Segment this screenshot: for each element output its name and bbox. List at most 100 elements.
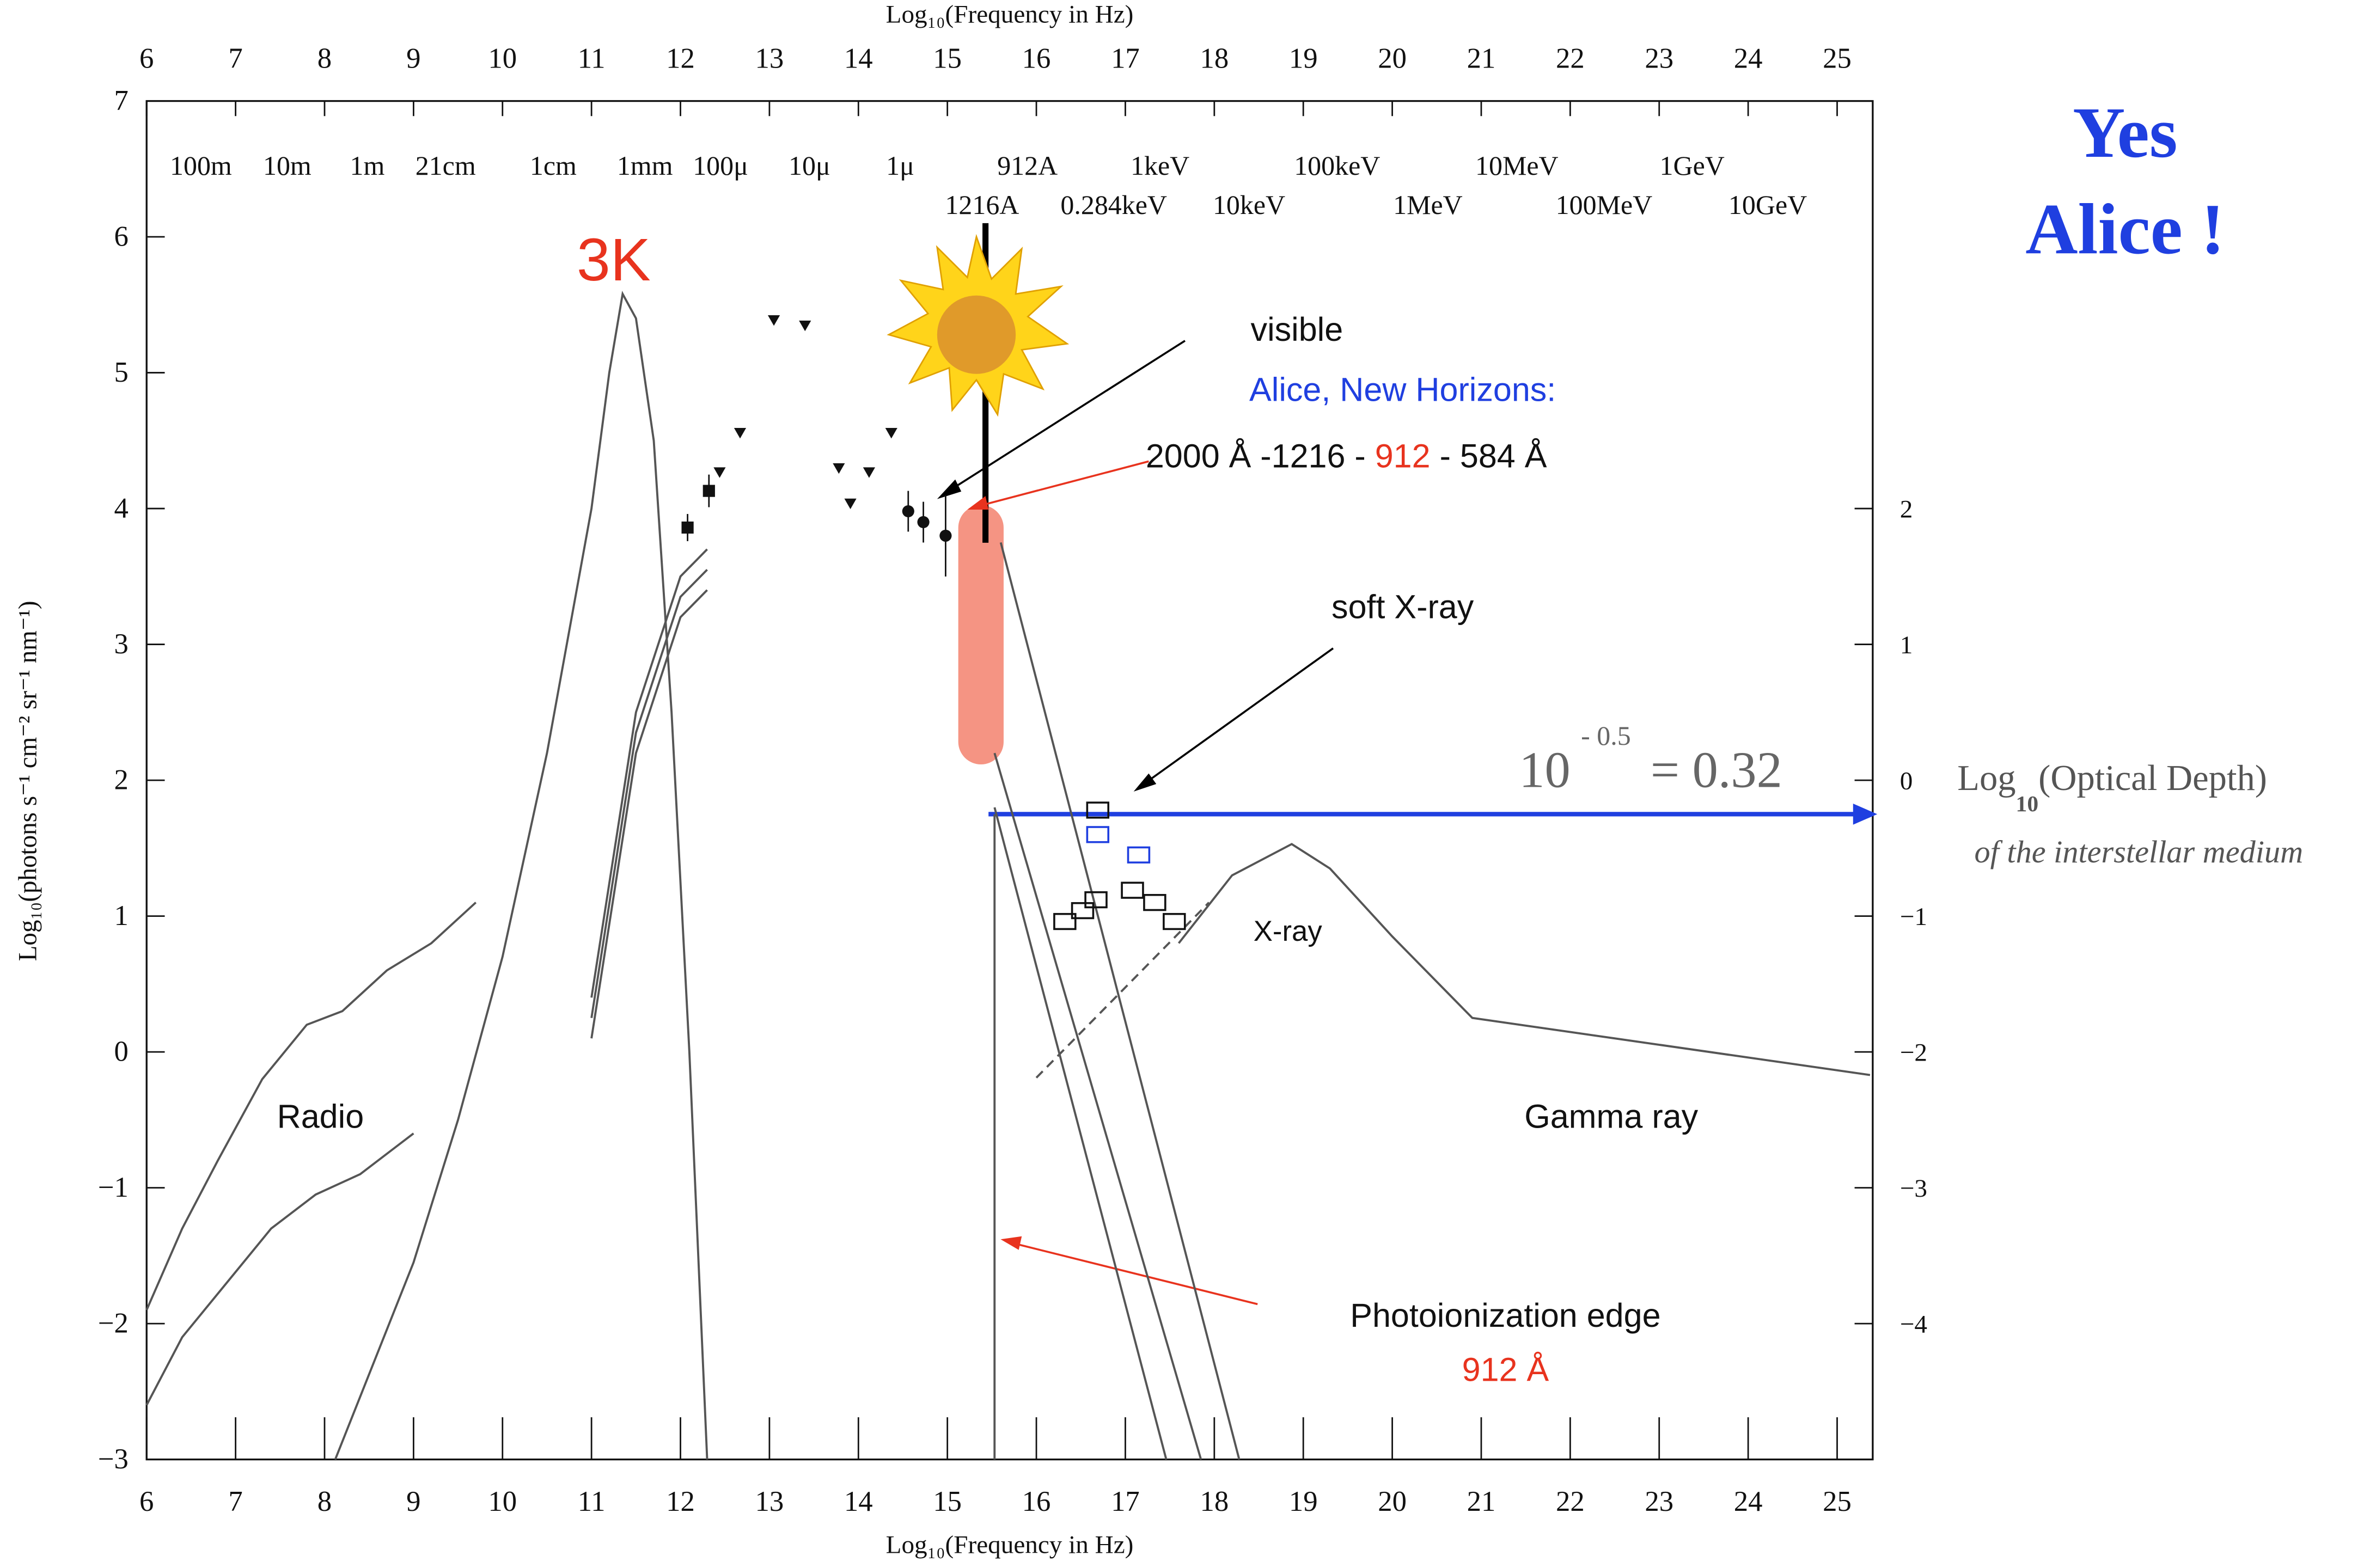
y2-tick-label: −2 <box>1900 1039 1927 1067</box>
x-tick-label: 19 <box>1289 1486 1318 1517</box>
chart: Log₁₀(Frequency in Hz) Log₁₀(Frequency i… <box>0 0 2370 1568</box>
x-tick-label-top: 19 <box>1289 43 1318 75</box>
energy-label: 0.284keV <box>1060 190 1167 220</box>
marker <box>863 467 875 477</box>
x-tick-label: 22 <box>1556 1486 1585 1517</box>
energy-label: 10keV <box>1213 190 1285 220</box>
x-tick-label-top: 17 <box>1111 43 1140 75</box>
x-tick-label: 6 <box>139 1486 154 1517</box>
x-tick-label-top: 11 <box>578 43 606 75</box>
x-tick-label: 9 <box>406 1486 420 1517</box>
energy-label: 1GeV <box>1660 151 1725 181</box>
y2-tick-label: 1 <box>1900 631 1913 659</box>
y2-tick-label: −3 <box>1900 1174 1927 1203</box>
annotation-part: 912 <box>1375 438 1431 475</box>
series-line <box>994 753 1201 1459</box>
arrowhead <box>937 480 961 499</box>
x-tick-label: 15 <box>933 1486 962 1517</box>
marker <box>734 428 746 438</box>
marker <box>713 467 725 477</box>
marker <box>885 428 897 438</box>
x-tick-label-top: 25 <box>1823 43 1852 75</box>
x-tick-label-top: 18 <box>1200 43 1229 75</box>
energy-label: 1216A <box>945 190 1019 220</box>
x-tick-label: 7 <box>228 1486 242 1517</box>
highlight <box>958 505 1004 764</box>
x-tick-label-top: 7 <box>228 43 242 75</box>
y2-tick-label: −4 <box>1900 1310 1927 1339</box>
x-tick-label: 18 <box>1200 1486 1229 1517</box>
energy-label: 1keV <box>1131 151 1189 181</box>
x-tick-label-top: 8 <box>317 43 332 75</box>
y2-axis-subtitle: of the interstellar medium <box>1975 834 2304 869</box>
x-tick-label: 10 <box>488 1486 517 1517</box>
y-tick-label: 7 <box>114 85 129 117</box>
x-tick-label-top: 9 <box>406 43 420 75</box>
x-tick-label: 23 <box>1645 1486 1673 1517</box>
marker <box>902 505 914 517</box>
y-tick-label: 4 <box>114 493 129 524</box>
annotation: 3K <box>577 226 651 293</box>
annotation: soft X-ray <box>1331 588 1474 625</box>
energy-label: 1MeV <box>1393 190 1463 220</box>
marker <box>844 499 856 509</box>
energy-label: 100keV <box>1294 151 1380 181</box>
annotation: = 0.32 <box>1651 742 1782 799</box>
x-tick-label: 11 <box>578 1486 606 1517</box>
x-tick-label-top: 16 <box>1022 43 1051 75</box>
y-axis-title: Log₁₀(photons s⁻¹ cm⁻² sr⁻¹ nm⁻¹) <box>14 601 42 961</box>
energy-label: 10MeV <box>1475 151 1559 181</box>
x-tick-label-top: 12 <box>666 43 695 75</box>
x-tick-label: 12 <box>666 1486 695 1517</box>
y-tick-label: 0 <box>114 1036 129 1068</box>
marker <box>917 516 929 528</box>
x-axis-title: Log₁₀(Frequency in Hz) <box>886 1530 1134 1559</box>
arrowhead <box>1000 1236 1022 1250</box>
energy-label: 21cm <box>416 151 476 181</box>
annotation-part: 2000 Å -1216 - <box>1146 438 1366 475</box>
marker <box>939 530 951 542</box>
x-tick-label-top: 20 <box>1378 43 1407 75</box>
x-tick-label-top: 22 <box>1556 43 1585 75</box>
annotation: visible <box>1251 311 1343 348</box>
energy-label: 100m <box>170 151 232 181</box>
title-part: (Optical Depth) <box>2038 758 2267 798</box>
x-tick-label-top: 10 <box>488 43 517 75</box>
x-tick-label: 13 <box>755 1486 784 1517</box>
annotation: X-ray <box>1254 915 1323 947</box>
pointer-arrows <box>937 341 1877 1304</box>
energy-label: 1μ <box>886 151 914 181</box>
x-tick-label-top: 13 <box>755 43 784 75</box>
title-part: 10 <box>2016 791 2039 816</box>
x-tick-label: 17 <box>1111 1486 1140 1517</box>
x-tick-label: 20 <box>1378 1486 1407 1517</box>
marker <box>703 485 715 497</box>
arrowhead <box>1134 774 1157 792</box>
energy-label: 912A <box>997 151 1058 181</box>
marker <box>833 463 845 474</box>
arrowhead <box>967 496 988 510</box>
energy-label: 10m <box>263 151 311 181</box>
x-tick-label-top: 24 <box>1734 43 1763 75</box>
marker <box>1128 847 1150 862</box>
marker <box>1144 895 1165 910</box>
arrow <box>976 461 1149 506</box>
marker <box>1164 914 1185 929</box>
series-line <box>1001 542 1239 1459</box>
series-line <box>591 590 707 1038</box>
title-part: Log <box>1957 758 2015 798</box>
series-line <box>994 807 1166 1460</box>
series-line <box>1178 844 1870 1075</box>
y-tick-label: −1 <box>98 1172 129 1203</box>
sun <box>889 237 1067 415</box>
marker <box>799 321 811 331</box>
annotation: 10 <box>1519 742 1570 799</box>
x-tick-label-top: 14 <box>844 43 873 75</box>
marker <box>681 522 693 534</box>
x-tick-label: 14 <box>844 1486 873 1517</box>
annotation: - 0.5 <box>1581 721 1631 751</box>
y-tick-label: 3 <box>114 628 129 660</box>
x-tick-label-top: 23 <box>1645 43 1673 75</box>
series-line <box>591 569 707 1018</box>
energy-label: 10μ <box>789 151 830 181</box>
